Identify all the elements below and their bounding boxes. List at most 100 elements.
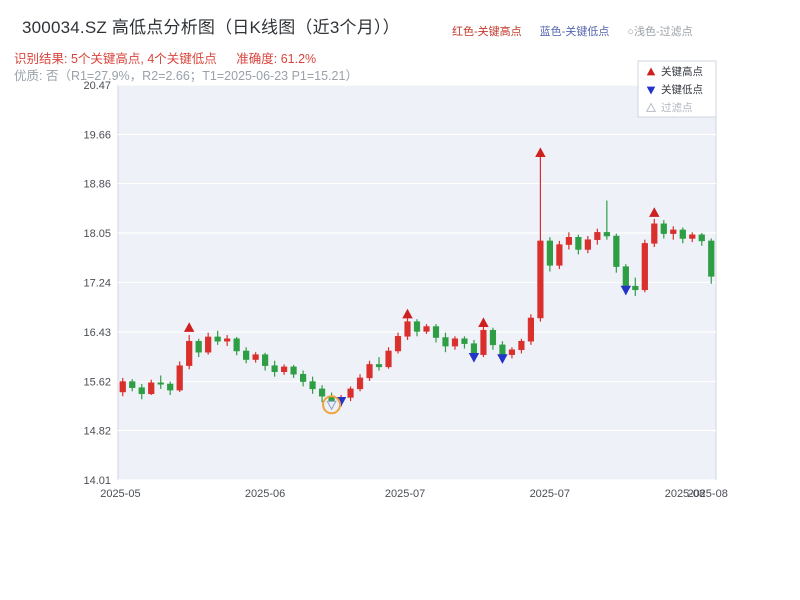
key-high-marker bbox=[478, 317, 489, 327]
candle bbox=[489, 329, 497, 346]
candle bbox=[205, 336, 212, 353]
candle bbox=[708, 240, 715, 277]
candle bbox=[499, 344, 506, 355]
candle bbox=[622, 266, 629, 287]
candle bbox=[689, 234, 696, 239]
candle bbox=[603, 232, 610, 237]
candle bbox=[233, 338, 240, 352]
recognition-result-text: 识别结果: 5个关键高点, 4个关键低点 bbox=[14, 52, 217, 66]
svg-text:关键低点: 关键低点 bbox=[661, 83, 703, 96]
candle bbox=[584, 239, 591, 250]
key-low-markers bbox=[335, 285, 632, 407]
top-legend-item-filtered: ○浅色-过滤点 bbox=[627, 26, 693, 38]
candle bbox=[271, 365, 278, 373]
candle bbox=[281, 366, 288, 373]
candle bbox=[518, 340, 525, 351]
key-low-marker bbox=[468, 352, 480, 363]
svg-text:2025-05: 2025-05 bbox=[100, 488, 140, 500]
candle bbox=[546, 240, 553, 266]
candle bbox=[366, 364, 373, 379]
candle bbox=[404, 321, 411, 337]
key-high-markers bbox=[183, 147, 660, 332]
candle bbox=[423, 326, 430, 332]
svg-text:2025-08: 2025-08 bbox=[687, 488, 727, 500]
candle bbox=[385, 350, 392, 368]
candle bbox=[309, 381, 316, 390]
svg-text:15.62: 15.62 bbox=[83, 377, 111, 389]
legend-key-low-icon bbox=[646, 86, 656, 95]
recognition-result: 识别结果: 5个关键高点, 4个关键低点 准确度: 61.2% bbox=[14, 48, 316, 67]
key-low-marker bbox=[620, 285, 632, 296]
top-legend-item-key-low: 蓝色-关键低点 bbox=[539, 26, 610, 38]
candle bbox=[413, 321, 421, 332]
candle bbox=[129, 381, 136, 388]
key-high-marker bbox=[535, 147, 546, 157]
candle bbox=[299, 373, 307, 382]
svg-text:19.66: 19.66 bbox=[83, 130, 111, 142]
svg-text:18.86: 18.86 bbox=[83, 178, 111, 190]
candle bbox=[632, 285, 639, 291]
svg-text:2025-07: 2025-07 bbox=[385, 488, 425, 500]
key-high-marker bbox=[183, 322, 195, 332]
candle bbox=[641, 243, 648, 291]
candle bbox=[290, 366, 297, 375]
candle bbox=[451, 338, 459, 347]
svg-text:14.82: 14.82 bbox=[83, 425, 111, 437]
candle bbox=[575, 237, 582, 250]
candle bbox=[186, 340, 193, 366]
candle bbox=[461, 338, 468, 344]
candle bbox=[148, 382, 155, 395]
candle bbox=[167, 383, 174, 391]
svg-text:2025-06: 2025-06 bbox=[245, 488, 285, 500]
key-high-marker bbox=[649, 207, 660, 217]
candle bbox=[119, 381, 126, 393]
candle bbox=[394, 336, 402, 352]
candle bbox=[195, 340, 202, 353]
candle bbox=[252, 354, 259, 360]
candle bbox=[356, 377, 364, 390]
quality-line: 优质: 否（R1=27.9%，R2=2.66；T1=2025-06-23 P1=… bbox=[14, 69, 358, 83]
candle bbox=[432, 326, 440, 338]
filtered-point-highlight-circle bbox=[322, 395, 342, 415]
candle bbox=[138, 387, 145, 395]
candle bbox=[157, 382, 164, 385]
y-axis-labels: 20.47 19.66 18.86 18.05 17.24 16.43 15.62 14.82… bbox=[83, 80, 111, 487]
svg-text:20.47: 20.47 bbox=[83, 80, 111, 92]
candles-layer bbox=[119, 156, 715, 407]
svg-text:16.43: 16.43 bbox=[83, 327, 111, 339]
key-low-marker bbox=[497, 354, 508, 364]
filtered-point-marker bbox=[322, 395, 342, 415]
candle bbox=[318, 388, 326, 397]
candle bbox=[480, 329, 487, 355]
candle bbox=[375, 364, 383, 368]
candle bbox=[698, 234, 705, 242]
accuracy-text: 准确度: 61.2% bbox=[236, 52, 317, 66]
candle bbox=[651, 223, 658, 244]
candle bbox=[442, 337, 449, 347]
svg-text:过滤点: 过滤点 bbox=[661, 101, 693, 114]
key-high-marker bbox=[402, 308, 413, 319]
candle bbox=[224, 338, 231, 342]
svg-text:2025-08: 2025-08 bbox=[665, 488, 705, 500]
legend-filtered-icon bbox=[645, 102, 657, 112]
candle bbox=[679, 229, 686, 239]
candle bbox=[508, 349, 516, 355]
candle bbox=[670, 229, 677, 234]
candle bbox=[214, 336, 221, 342]
candle bbox=[594, 232, 601, 240]
page-title: 300034.SZ 高低点分析图（日K线图（近3个月）） bbox=[22, 18, 400, 37]
svg-text:17.24: 17.24 bbox=[83, 278, 111, 290]
candle bbox=[565, 237, 572, 245]
candle bbox=[537, 240, 544, 319]
candle bbox=[176, 365, 183, 391]
candle bbox=[243, 350, 250, 360]
candle bbox=[556, 244, 563, 266]
candle bbox=[527, 317, 535, 342]
filtered-point-icon bbox=[326, 400, 337, 411]
top-legend-item-key-high: 红色-关键高点 bbox=[452, 26, 522, 38]
candle bbox=[613, 235, 620, 267]
top-legend: 红色-关键高点 蓝色-关键低点 ○浅色-过滤点 bbox=[452, 23, 693, 39]
